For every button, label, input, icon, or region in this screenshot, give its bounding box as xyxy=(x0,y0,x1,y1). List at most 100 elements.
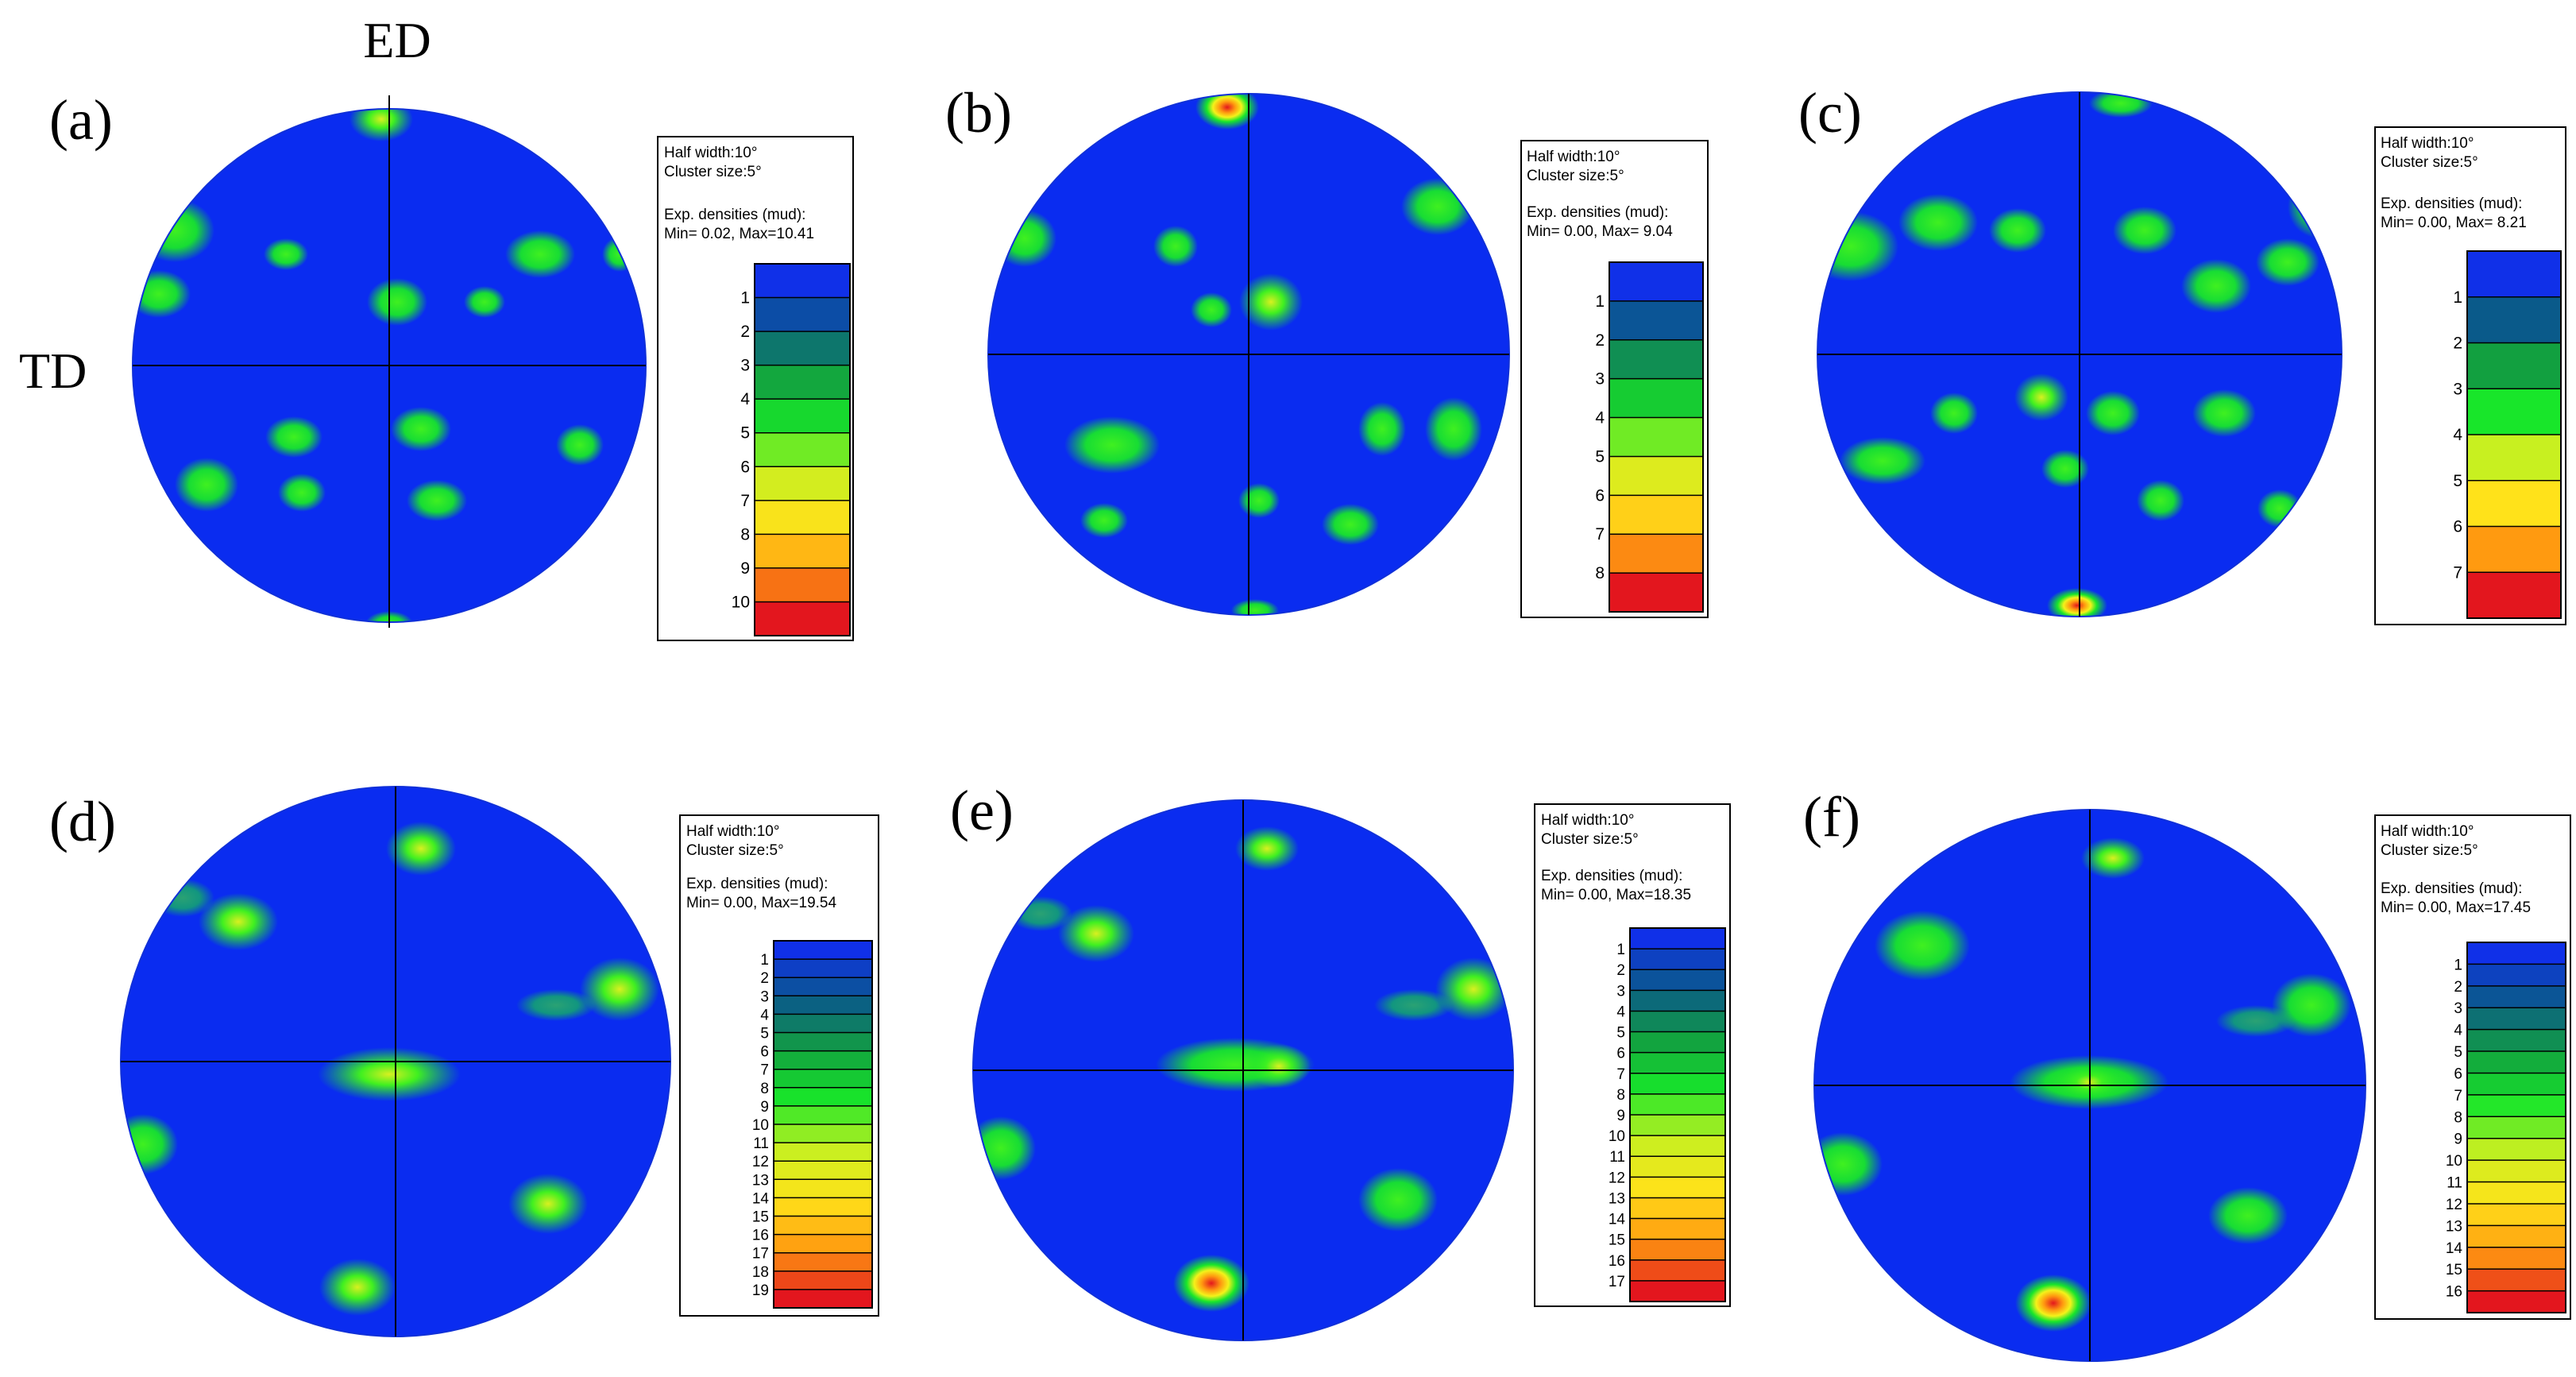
colorbar-tick-label: 15 xyxy=(752,1209,769,1226)
colorbar-band xyxy=(1630,969,1725,991)
colorbar-band xyxy=(2467,251,2561,298)
colorbar-band xyxy=(774,1197,872,1216)
pole-figure-c xyxy=(1817,91,2342,617)
colorbar-band xyxy=(2467,1182,2566,1205)
info-box-b: Half width:10° Cluster size:5° Exp. dens… xyxy=(1520,140,1709,618)
td-axis-label: TD xyxy=(19,342,87,399)
cluster-size-text-a: Cluster size:5° xyxy=(664,164,762,180)
colorbar-tick-label: 9 xyxy=(2454,1131,2462,1148)
colorbar-band xyxy=(2467,526,2561,573)
colorbar-band xyxy=(1609,417,1703,457)
colorbar-band xyxy=(1630,1135,1725,1157)
colorbar-tick-label: 1 xyxy=(760,952,769,969)
colorbar-band xyxy=(1630,1073,1725,1095)
colorbar-tick-label: 3 xyxy=(740,357,750,375)
panel-c: (c) xyxy=(1798,81,2566,625)
colorbar-band xyxy=(1609,456,1703,496)
colorbar-tick-label: 1 xyxy=(1595,292,1605,311)
colorbar-band xyxy=(755,567,850,602)
colorbar-tick-label: 11 xyxy=(1609,1149,1625,1166)
colorbar-band xyxy=(2467,1073,2566,1096)
half-width-text-b: Half width:10° xyxy=(1527,149,1620,165)
colorbar-tick-label: 6 xyxy=(1616,1046,1625,1062)
panel-a: (a) xyxy=(49,88,854,641)
colorbar-tick-label: 6 xyxy=(760,1044,769,1061)
colorbar-band xyxy=(2467,435,2561,482)
colorbar-band xyxy=(2467,1029,2566,1052)
colorbar-tick-label: 17 xyxy=(1609,1274,1625,1290)
cluster-size-text-f: Cluster size:5° xyxy=(2381,842,2478,859)
colorbar-tick-label: 3 xyxy=(1595,370,1605,389)
colorbar-band xyxy=(755,601,850,636)
colorbar-band xyxy=(2467,1116,2566,1139)
colorbar-tick-label: 12 xyxy=(752,1154,769,1170)
colorbar-frame xyxy=(754,263,851,636)
colorbar-tick-label: 10 xyxy=(2446,1153,2462,1170)
colorbar-band xyxy=(1609,573,1703,613)
ed-axis-label: ED xyxy=(363,12,431,68)
density-blobs-d xyxy=(121,822,659,1316)
min-max-text-e: Min= 0.00, Max=18.35 xyxy=(1541,887,1691,903)
colorbar-tick-label: 2 xyxy=(1595,331,1605,350)
colorbar-tick-label: 4 xyxy=(740,390,750,408)
colorbar-tick-label: 18 xyxy=(752,1264,769,1281)
density-title-b: Exp. densities (mud): xyxy=(1527,204,1668,221)
colorbar-band xyxy=(1630,1197,1725,1220)
colorbar-band xyxy=(755,432,850,467)
colorbar-band xyxy=(1630,1156,1725,1178)
colorbar-tick-label: 7 xyxy=(2453,563,2462,582)
min-max-text-a: Min= 0.02, Max=10.41 xyxy=(664,226,814,242)
colorbar-band xyxy=(774,959,872,978)
colorbar-tick-label: 3 xyxy=(2453,380,2462,398)
colorbar-band xyxy=(2467,1290,2566,1313)
colorbar-band xyxy=(2467,1203,2566,1226)
colorbar-band xyxy=(2467,1094,2566,1117)
density-blobs-f xyxy=(1814,837,2351,1332)
colorbar-tick-label: 16 xyxy=(752,1228,769,1244)
colorbar-tick-label: 11 xyxy=(2447,1175,2462,1192)
panel-d: (d) Half width:10° Cluster size:5° Ex xyxy=(49,786,879,1337)
colorbar-band xyxy=(1630,1011,1725,1033)
colorbar-band xyxy=(1630,1031,1725,1054)
pole-figure-d xyxy=(120,786,671,1337)
colorbar-tick-label: 4 xyxy=(2454,1023,2462,1039)
colorbar-tick-label: 3 xyxy=(2454,1000,2462,1017)
colorbar-tick-label: 4 xyxy=(760,1007,769,1023)
colorbar-band xyxy=(774,1014,872,1033)
colorbar-band xyxy=(1630,1177,1725,1198)
panel-label-a: (a) xyxy=(49,88,113,152)
colorbar-band xyxy=(774,1087,872,1107)
half-width-text-f: Half width:10° xyxy=(2381,823,2474,840)
colorbar-band xyxy=(774,1271,872,1290)
colorbar-tick-label: 5 xyxy=(1616,1025,1625,1042)
colorbar-band xyxy=(1630,1218,1725,1240)
min-max-text-c: Min= 0.00, Max= 8.21 xyxy=(2381,215,2527,231)
colorbar-tick-label: 8 xyxy=(1616,1087,1625,1104)
colorbar-tick-label: 6 xyxy=(2453,518,2462,536)
colorbar-tick-label: 9 xyxy=(760,1099,769,1116)
info-box-f: Half width:10° Cluster size:5° Exp. dens… xyxy=(2374,814,2571,1320)
colorbar-tick-label: 5 xyxy=(2453,472,2462,490)
colorbar-tick-label: 13 xyxy=(1609,1190,1625,1207)
colorbar-band xyxy=(1609,300,1703,341)
colorbar-tick-label: 9 xyxy=(1616,1108,1625,1124)
colorbar-tick-label: 8 xyxy=(740,525,750,543)
min-max-text-f: Min= 0.00, Max=17.45 xyxy=(2381,899,2531,916)
colorbar-tick-label: 2 xyxy=(2454,979,2462,996)
colorbar-tick-label: 1 xyxy=(2453,288,2462,307)
colorbar-tick-label: 10 xyxy=(732,593,750,611)
colorbar-band xyxy=(1609,378,1703,419)
colorbar-tick-label: 5 xyxy=(2454,1044,2462,1061)
info-box-a: Half width:10° Cluster size:5° Exp. dens… xyxy=(657,136,854,641)
colorbar-tick-label: 7 xyxy=(1616,1066,1625,1083)
colorbar-tick-label: 6 xyxy=(740,458,750,476)
colorbar-band xyxy=(774,1252,872,1272)
colorbar-band xyxy=(1630,1093,1725,1116)
colorbar-band xyxy=(755,534,850,569)
colorbar-band xyxy=(755,365,850,400)
colorbar-band xyxy=(1630,1280,1725,1302)
colorbar-band xyxy=(2467,1160,2566,1183)
colorbar-tick-label: 4 xyxy=(1616,1004,1625,1020)
